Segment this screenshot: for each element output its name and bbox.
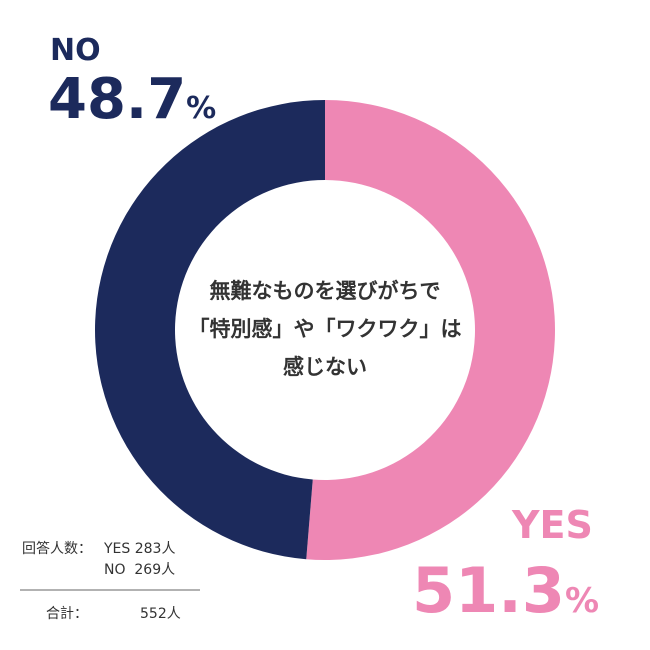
note-total-label: 合計： — [46, 606, 88, 622]
value-label: 48.7% — [48, 67, 216, 132]
donut-segment — [95, 99, 326, 560]
note-total: 552人 — [140, 606, 181, 622]
center-text: 感じない — [283, 355, 367, 379]
center-text: 無難なものを選びがちで — [210, 279, 441, 303]
note-label: 回答人数： — [22, 540, 92, 557]
value-number: 48.7 — [48, 67, 186, 132]
donut-segment — [306, 100, 556, 561]
value-label: 51.3% — [412, 554, 599, 627]
category-label: YES — [511, 503, 593, 547]
note-row: YES 283人 — [103, 541, 175, 557]
note-row: NO 269人 — [104, 562, 175, 578]
value-number: 51.3 — [412, 554, 565, 627]
category-label: NO — [50, 33, 101, 68]
center-text: 「特別感」や「ワクワク」は — [189, 317, 462, 341]
value-unit: % — [565, 581, 599, 621]
value-unit: % — [186, 91, 216, 126]
